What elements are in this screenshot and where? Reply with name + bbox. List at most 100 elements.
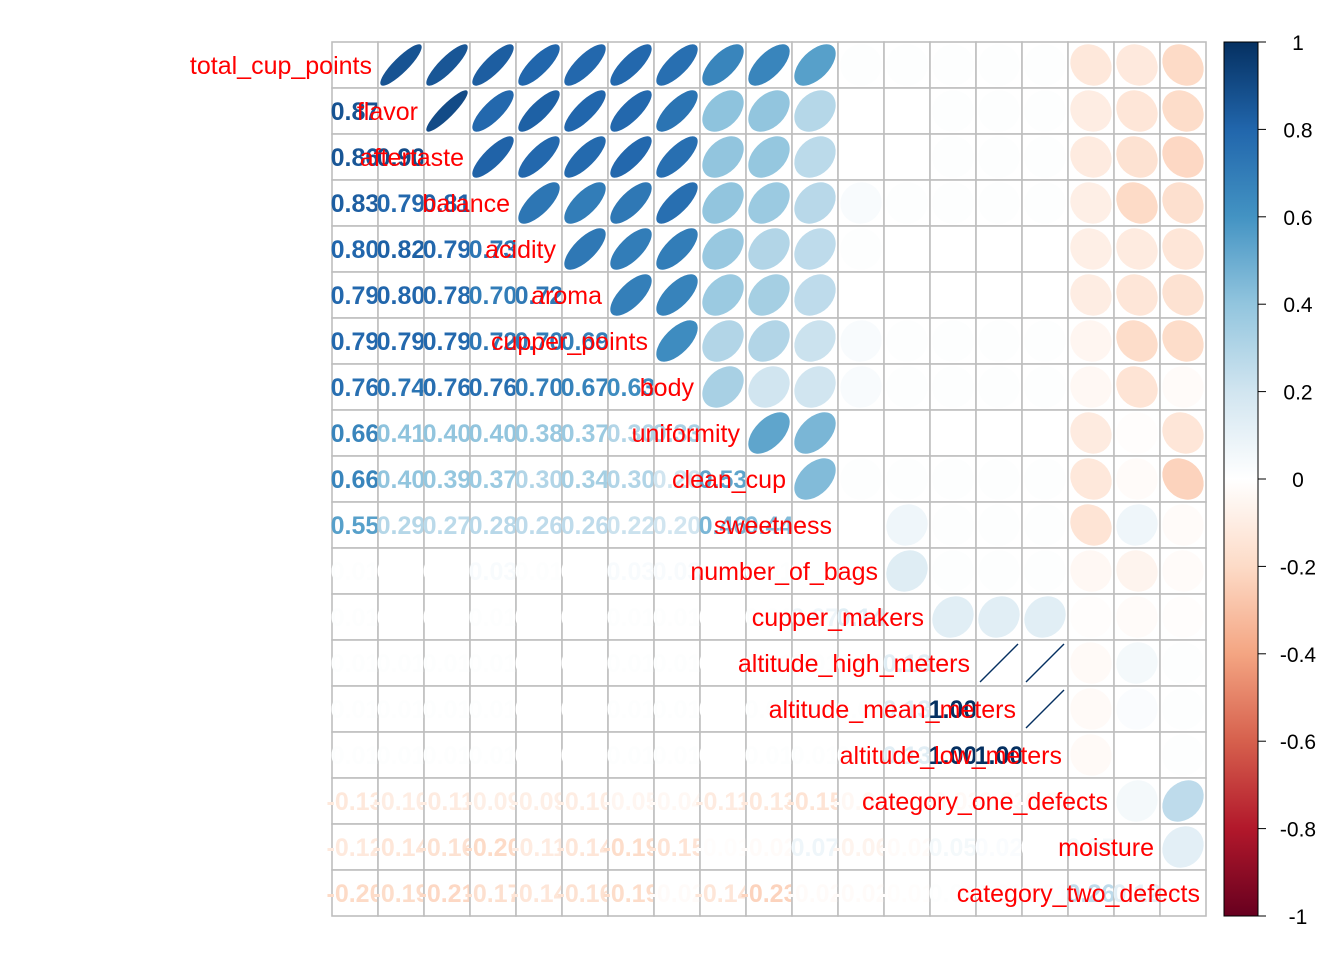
matrix-cell: [699, 685, 747, 733]
correlation-ellipse: [794, 182, 836, 224]
correlation-value: -0.10: [373, 788, 430, 816]
correlation-value: -0.06: [833, 834, 890, 862]
matrix-cell: [423, 225, 471, 273]
correlation-ellipse: [1024, 274, 1066, 316]
matrix-cell: [699, 547, 747, 595]
correlation-value: 0.37: [561, 420, 610, 448]
correlation-ellipse: [518, 44, 560, 86]
matrix-cell: [515, 547, 563, 595]
correlation-ellipse: [978, 44, 1020, 86]
matrix-cell: [515, 409, 563, 457]
matrix-cell: [331, 823, 379, 871]
matrix-cell: [791, 685, 839, 733]
correlation-value: 0.44: [745, 512, 794, 540]
correlation-ellipse: [656, 320, 698, 362]
correlation-value: 0.30: [607, 466, 656, 494]
correlation-ellipse: [1162, 688, 1204, 730]
correlation-value: 0.13: [883, 696, 932, 724]
correlation-value: 0.90: [377, 144, 426, 172]
matrix-cell: [377, 685, 425, 733]
correlation-value: 0.01: [745, 604, 794, 632]
matrix-cell: [975, 731, 1023, 779]
correlation-value: 0.05: [929, 834, 978, 862]
correlation-ellipse: [794, 228, 836, 270]
colorbar-gradient: [1223, 41, 1259, 917]
matrix-cell: [515, 271, 563, 319]
matrix-cell: [607, 593, 655, 641]
correlation-ellipse: [1070, 642, 1112, 684]
variable-label: altitude_mean_meters: [769, 696, 1016, 724]
correlation-value: 0.00: [515, 696, 564, 724]
matrix-cell: [377, 179, 425, 227]
correlation-value: -0.02: [741, 834, 798, 862]
matrix-cell: [883, 685, 931, 733]
correlation-ellipse: [886, 274, 928, 316]
correlation-value: 0.00: [699, 650, 748, 678]
variable-label: altitude_high_meters: [738, 650, 970, 678]
correlation-ellipse: [1162, 228, 1204, 270]
correlation-value: 0.79: [331, 282, 380, 310]
matrix-cell: [699, 409, 747, 457]
correlation-ellipse: [979, 643, 1019, 683]
correlation-ellipse: [1024, 320, 1066, 362]
matrix-cell: [515, 639, 563, 687]
correlation-value: 0.79: [423, 236, 472, 264]
matrix-cell: [469, 317, 517, 365]
correlation-value: 0.22: [607, 512, 656, 540]
correlation-ellipse: [656, 90, 698, 132]
matrix-cell: [791, 501, 839, 549]
correlation-value: 0.80: [331, 236, 380, 264]
color-legend: 1 0.8 0.6 0.4 0.2 0 -0.2 -0.4 -0.6 -0.8 -1: [1223, 32, 1316, 929]
correlation-ellipse: [794, 458, 836, 500]
correlation-ellipse: [702, 90, 744, 132]
correlation-ellipse: [1070, 550, 1112, 592]
correlation-ellipse: [840, 504, 882, 546]
correlation-ellipse: [564, 228, 606, 270]
correlation-ellipse: [1024, 228, 1066, 270]
variable-label: moisture: [1058, 834, 1154, 862]
variable-label: acidity: [485, 236, 556, 264]
matrix-cell: [331, 87, 379, 135]
matrix-cell: [653, 777, 701, 825]
variable-label: cupper_points: [491, 328, 648, 356]
correlation-value: 0.01: [331, 558, 380, 586]
correlation-value: 0.41: [377, 420, 426, 448]
correlation-value: 0.01: [837, 742, 886, 770]
correlation-value: -0.15: [787, 788, 844, 816]
correlation-value: 0.79: [423, 328, 472, 356]
matrix-cell: [423, 593, 471, 641]
correlation-ellipse: [886, 550, 928, 592]
correlation-ellipse: [1024, 504, 1066, 546]
correlation-value: -0.10: [557, 788, 614, 816]
correlation-ellipse: [886, 320, 928, 362]
correlation-ellipse: [932, 182, 974, 224]
variable-label: number_of_bags: [690, 558, 878, 586]
matrix-cell: [1021, 823, 1069, 871]
variable-label: total_cup_points: [190, 52, 372, 80]
correlation-ellipse: [702, 182, 744, 224]
matrix-cell: [469, 455, 517, 503]
correlation-ellipse: [978, 458, 1020, 500]
correlation-value: 0.00: [423, 558, 472, 586]
variable-label: category_two_defects: [957, 880, 1200, 908]
correlation-ellipse: [932, 366, 974, 408]
matrix-cell: [607, 363, 655, 411]
correlation-ellipse: [886, 182, 928, 224]
variable-label: aftertaste: [360, 144, 464, 172]
correlation-ellipse: [1070, 182, 1112, 224]
correlation-ellipse: [840, 412, 882, 454]
correlation-value: 0.01: [331, 650, 380, 678]
correlation-value: -0.03: [1017, 788, 1074, 816]
correlation-value: -0.21: [419, 880, 476, 908]
variable-label: sweetness: [714, 512, 832, 540]
correlation-ellipse: [932, 90, 974, 132]
correlation-ellipse: [426, 90, 468, 132]
correlation-value: 0.01: [469, 650, 518, 678]
correlation-value: 0.27: [423, 512, 472, 540]
correlation-value: -0.01: [879, 880, 936, 908]
correlation-ellipse: [610, 90, 652, 132]
matrix-cell: [653, 363, 701, 411]
variable-label: flavor: [357, 98, 418, 126]
matrix-cell: [469, 409, 517, 457]
correlation-value: 0.07: [791, 834, 840, 862]
